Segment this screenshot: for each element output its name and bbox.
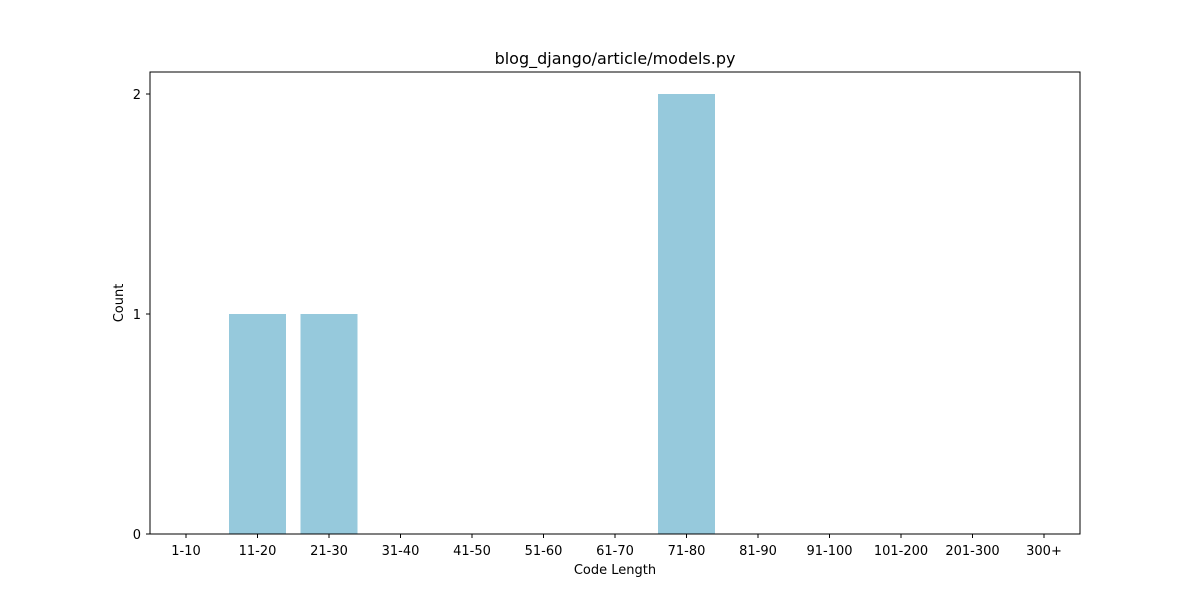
y-axis-label: Count — [112, 284, 127, 323]
bar-21-30 — [300, 314, 358, 534]
x-tick-label: 91-100 — [806, 544, 852, 559]
x-tick-label: 51-60 — [525, 544, 563, 559]
bar-11-20 — [229, 314, 286, 534]
x-axis-label: Code Length — [574, 563, 656, 578]
x-tick-label: 21-30 — [310, 544, 348, 559]
bar-71-80 — [658, 94, 715, 534]
y-tick-label: 0 — [133, 528, 141, 543]
bars-group — [229, 94, 715, 534]
chart-title: blog_django/article/models.py — [495, 49, 736, 69]
y-axis-ticks: 0 1 2 — [133, 88, 150, 543]
x-axis-ticks: 1-10 11-20 21-30 31-40 41-50 51-60 61-70 71-80 8… — [171, 534, 1062, 559]
x-tick-label: 11-20 — [239, 544, 277, 559]
x-tick-label: 61-70 — [596, 544, 634, 559]
x-tick-label: 71-80 — [668, 544, 706, 559]
y-tick-label: 1 — [133, 308, 141, 323]
x-tick-label: 300+ — [1026, 544, 1062, 559]
x-tick-label: 101-200 — [874, 544, 928, 559]
x-tick-label: 1-10 — [171, 544, 201, 559]
plot-area-frame — [149, 71, 1081, 535]
x-tick-label: 81-90 — [739, 544, 777, 559]
x-tick-label: 41-50 — [453, 544, 491, 559]
y-tick-label: 2 — [133, 88, 141, 103]
x-tick-label: 31-40 — [382, 544, 420, 559]
x-tick-label: 201-300 — [945, 544, 999, 559]
